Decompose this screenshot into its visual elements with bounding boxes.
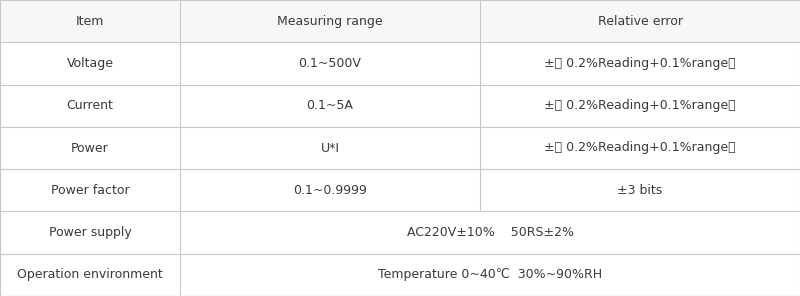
Text: Power supply: Power supply	[49, 226, 131, 239]
Text: Item: Item	[76, 15, 104, 28]
Text: Current: Current	[66, 99, 114, 112]
Text: U*I: U*I	[321, 141, 339, 155]
Bar	[0, 211, 800, 254]
Bar	[0, 169, 800, 211]
Text: 0.1~500V: 0.1~500V	[298, 57, 362, 70]
Bar	[0, 127, 800, 169]
Bar	[0, 0, 800, 42]
Text: 0.1~0.9999: 0.1~0.9999	[293, 184, 367, 197]
Bar	[0, 85, 800, 127]
Text: Power: Power	[71, 141, 109, 155]
Text: ±（ 0.2%Reading+0.1%range）: ±（ 0.2%Reading+0.1%range）	[544, 57, 736, 70]
Text: ±3 bits: ±3 bits	[618, 184, 662, 197]
Text: 0.1~5A: 0.1~5A	[306, 99, 354, 112]
Text: Operation environment: Operation environment	[17, 268, 163, 281]
Bar	[0, 42, 800, 85]
Text: Power factor: Power factor	[50, 184, 130, 197]
Text: Relative error: Relative error	[598, 15, 682, 28]
Text: ±（ 0.2%Reading+0.1%range）: ±（ 0.2%Reading+0.1%range）	[544, 99, 736, 112]
Text: ±（ 0.2%Reading+0.1%range）: ±（ 0.2%Reading+0.1%range）	[544, 141, 736, 155]
Text: Measuring range: Measuring range	[277, 15, 383, 28]
Bar	[0, 254, 800, 296]
Text: Temperature 0~40℃  30%~90%RH: Temperature 0~40℃ 30%~90%RH	[378, 268, 602, 281]
Text: Voltage: Voltage	[66, 57, 114, 70]
Text: AC220V±10%    50RS±2%: AC220V±10% 50RS±2%	[406, 226, 574, 239]
